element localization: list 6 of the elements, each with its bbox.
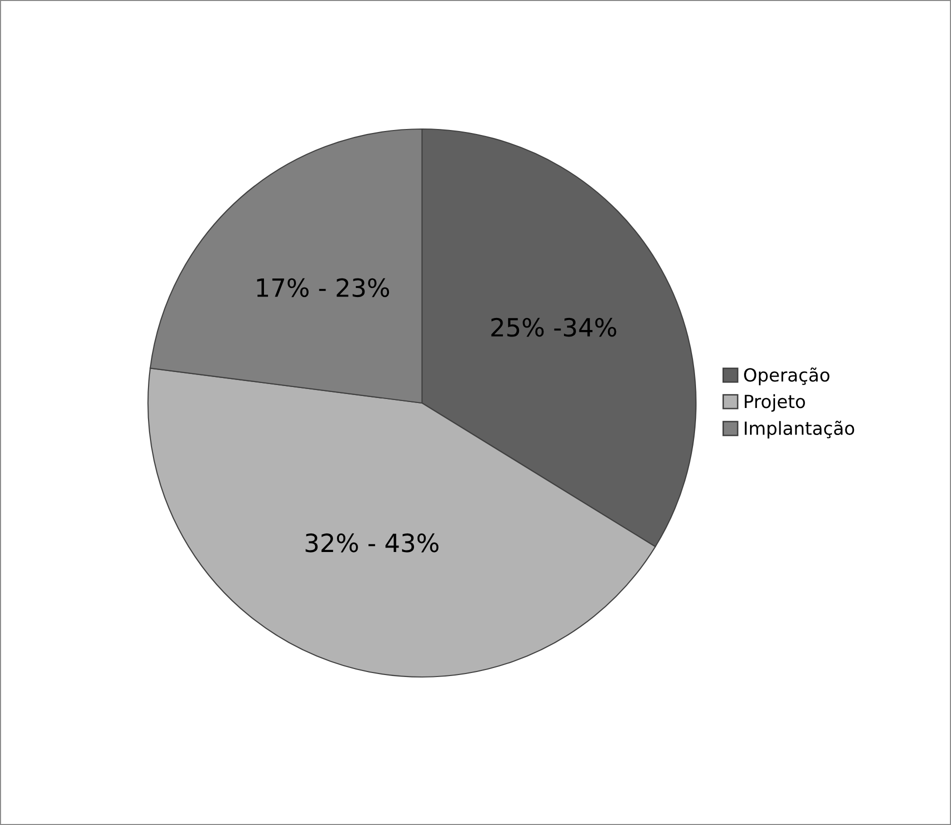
legend-label: Projeto [744, 394, 805, 412]
legend-label: Implantação [744, 420, 854, 439]
legend-label: Operação [744, 367, 830, 386]
data-label: 17% - 23% [257, 278, 390, 298]
data-label: 32% - 43% [306, 533, 438, 552]
data-label: 25% -34% [491, 318, 616, 337]
